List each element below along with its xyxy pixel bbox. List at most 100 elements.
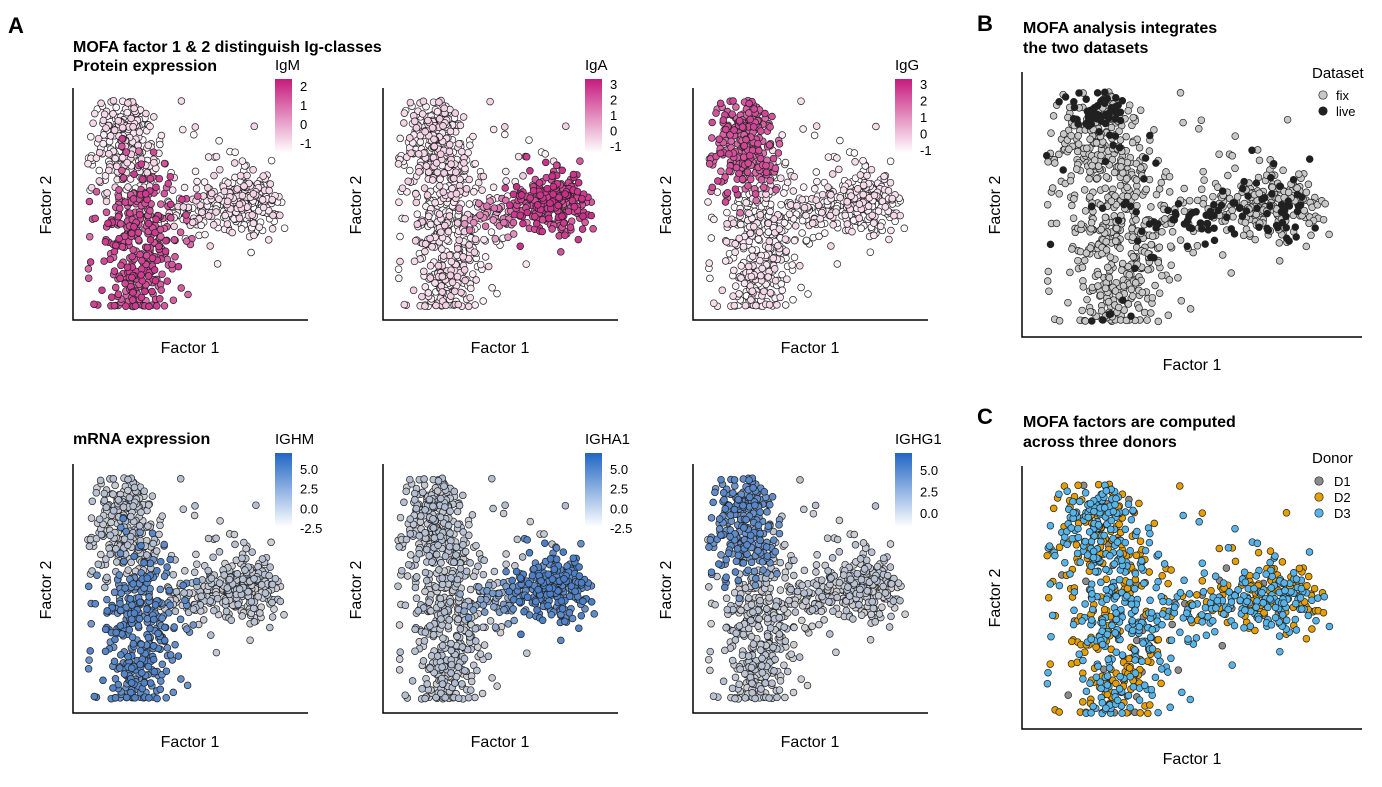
scatter-point: [215, 579, 224, 587]
scatter-point: [488, 674, 496, 682]
scatter-point: [774, 149, 783, 157]
scatter-point: [445, 212, 454, 220]
scatter-point: [488, 589, 497, 597]
scatter-point: [267, 538, 275, 547]
scatter-point: [868, 211, 876, 220]
scatter-point: [268, 225, 277, 233]
scatter-point: [85, 197, 94, 206]
scatter-point: [119, 174, 128, 182]
scatter-point: [401, 601, 410, 610]
scatter-point: [502, 550, 510, 558]
scatter-point: [446, 271, 455, 280]
scatter-point: [122, 693, 131, 702]
scatter-point: [121, 198, 130, 206]
scatter-point: [183, 625, 191, 633]
scatter-point: [525, 549, 534, 557]
scatter-point: [796, 262, 804, 270]
scatter-point: [109, 684, 117, 692]
scatter-point: [516, 574, 525, 582]
scatter-point: [444, 227, 453, 236]
scatter-point: [440, 104, 448, 113]
scatter-point: [153, 567, 161, 575]
y-axis-label: Factor 2: [348, 176, 365, 235]
scatter-point: [723, 208, 731, 217]
scatter-point: [222, 607, 231, 616]
scatter-point: [238, 554, 246, 562]
scatter-point: [552, 544, 561, 552]
scatter-point: [489, 216, 498, 224]
scatter-point: [204, 534, 213, 543]
scatter-point: [421, 628, 430, 637]
scatter-point: [522, 153, 531, 161]
scatter-point: [745, 99, 753, 108]
scatter-point: [765, 300, 774, 309]
scatter-point: [517, 630, 525, 639]
scatter-point: [438, 621, 446, 629]
scatter-point: [114, 290, 123, 298]
scatter-point: [84, 274, 93, 282]
scatter-point: [436, 150, 445, 158]
scatter-point: [100, 489, 109, 498]
scatter-point: [441, 503, 449, 511]
scatter-point: [545, 214, 553, 223]
scatter-point: [453, 244, 462, 253]
legend-title: IgG: [895, 57, 919, 74]
scatter-point: [157, 557, 165, 566]
scatter-point: [231, 540, 239, 549]
scatter-point: [255, 223, 263, 231]
scatter-point: [87, 514, 96, 522]
scatter-point: [398, 566, 406, 575]
scatter-point: [760, 287, 768, 296]
scatter-point: [851, 158, 859, 166]
scatter-point: [444, 622, 452, 630]
scatter-point: [546, 555, 555, 563]
scatter-point: [111, 635, 119, 644]
scatter-point: [750, 222, 758, 231]
scatter-point: [116, 599, 124, 608]
scatter-point: [540, 530, 548, 538]
colorbar-tick-label: 2: [920, 94, 927, 109]
scatter-point: [490, 603, 498, 611]
scatter-point: [447, 660, 456, 669]
scatter-point: [124, 566, 132, 574]
scatter-point: [550, 565, 559, 574]
scatter-point: [722, 125, 730, 134]
scatter-point: [438, 272, 447, 281]
scatter-point: [775, 140, 784, 148]
scatter-point: [395, 543, 403, 551]
colorbar-tick-label: 0.0: [300, 501, 318, 516]
scatter-point: [90, 300, 98, 308]
scatter-point: [461, 547, 470, 556]
scatter-point: [737, 274, 745, 282]
scatter-point: [800, 203, 809, 212]
legend-title: IGHM: [275, 431, 314, 448]
scatter-point: [145, 694, 153, 702]
scatter-point: [193, 560, 201, 568]
scatter-point: [470, 248, 479, 256]
scatter-point: [110, 657, 119, 666]
scatter-point: [124, 486, 132, 495]
scatter-point: [789, 187, 798, 195]
scatter-point: [438, 680, 447, 688]
scatter-point: [413, 210, 422, 218]
scatter-point: [567, 217, 576, 225]
scatter-point: [413, 220, 422, 228]
scatter-point: [731, 282, 740, 290]
scatter-point: [116, 549, 125, 558]
scatter-point: [206, 242, 214, 250]
mrna-subtitle: mRNA expression: [73, 431, 210, 448]
scatter-point: [441, 221, 449, 230]
scatter-point: [148, 492, 157, 500]
scatter-point: [839, 186, 848, 194]
scatter-point: [145, 302, 153, 311]
scatter-point: [412, 504, 421, 513]
scatter-point: [238, 157, 247, 165]
scatter-point: [424, 212, 433, 221]
scatter-point: [718, 286, 727, 295]
scatter-point: [162, 694, 170, 702]
scatter-point: [471, 235, 480, 244]
scatter-point: [90, 109, 99, 118]
scatter-point: [890, 211, 898, 220]
scatter-point: [460, 607, 468, 615]
scatter-point: [146, 679, 155, 687]
